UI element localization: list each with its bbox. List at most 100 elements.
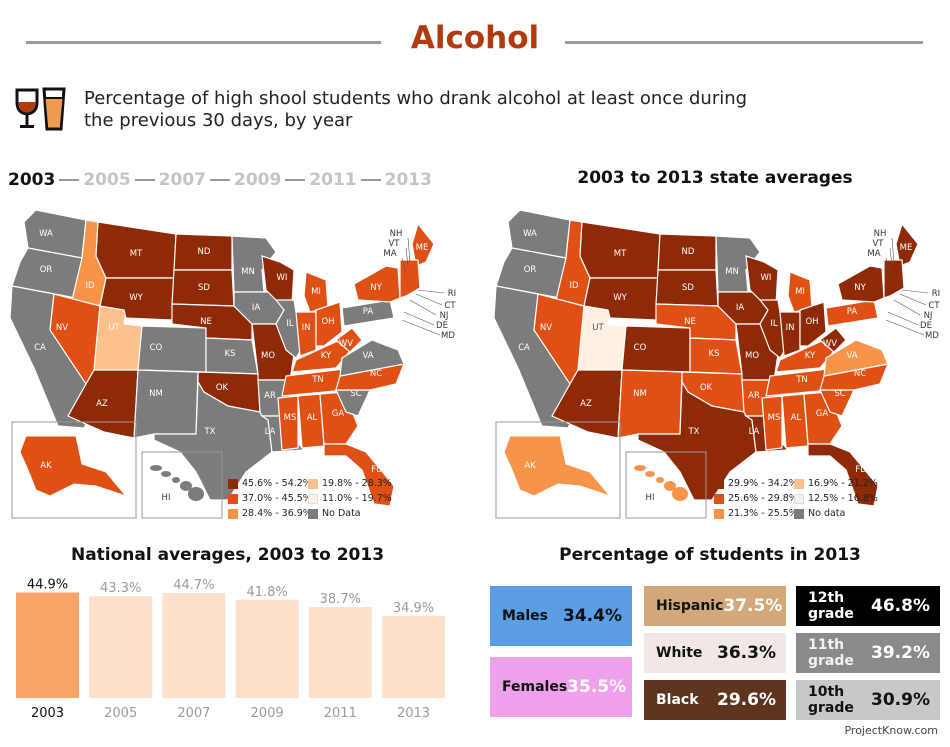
state-label-me: ME [900,243,913,253]
state-label-nv: NV [56,323,68,333]
legend-swatch [228,508,238,519]
callout-line [885,257,891,275]
state-label-ca: CA [518,343,530,353]
callout-line [401,319,441,336]
bar-2003 [16,592,79,698]
bar-value-label: 44.9% [27,577,68,592]
callout-line [899,293,927,306]
state-label-wi: WI [277,273,288,283]
year-tab-2003[interactable]: 2003 [8,170,56,190]
tile-hispanic: Hispanic 37.5% [644,586,786,626]
hawaii-inset [141,451,223,519]
legend-swatch [714,493,724,504]
state-hi [188,487,204,501]
tile-label: White [656,645,703,661]
callout-line [407,237,411,263]
state-label-ga: GA [332,409,345,419]
legend-swatch [794,493,804,504]
state-label-nj: NJ [924,311,933,321]
state-fl [323,443,395,507]
year-divider [209,179,230,181]
state-va [823,339,889,377]
state-label-wa: WA [39,229,53,239]
state-hi [645,471,655,477]
state-label-tn: TN [795,375,808,385]
legend-swatch [228,493,238,504]
state-label-az: AZ [96,399,108,409]
callout-line [405,247,409,267]
state-label-fl: FL [855,465,865,475]
tile-label: Black [656,692,699,708]
state-in [295,311,317,357]
state-label-ri: RI [932,289,940,299]
legend-item: 45.6% - 54.2% [228,478,312,489]
state-label-ky: KY [805,351,816,361]
legend-swatch [308,508,318,519]
legend-state-averages: 29.9% - 34.2% 25.6% - 29.8% 21.3% - 25.5… [714,478,940,522]
state-label-mi: MI [311,287,321,297]
tile-label: Females [502,679,568,695]
state-label-de: DE [920,321,932,331]
state-label-il: IL [286,319,294,329]
state-label-nh: NH [874,229,887,239]
tile-label: Hispanic [656,598,724,614]
tile-value: 39.2% [871,643,930,663]
state-label-ar: AR [264,391,276,401]
state-label-md: MD [441,331,455,341]
year-tab-2013[interactable]: 2013 [384,170,432,190]
state-hi [634,465,646,471]
state-label-sd: SD [198,283,210,293]
state-ne-block [399,259,421,299]
state-me [895,222,919,267]
legend-swatch [308,478,318,489]
state-label-mt: MT [130,249,143,259]
state-ms [277,395,299,451]
state-label-ms: MS [768,413,781,423]
title-rule-left [26,41,381,44]
state-label-sc: SC [834,389,845,399]
state-label-sd: SD [682,283,694,293]
bar-category-label: 2011 [324,706,357,721]
legend-item: 25.6% - 29.8% [714,493,798,504]
alcohol-glasses-icon [15,87,66,131]
state-hi [672,487,688,501]
state-label-wy: WY [613,293,627,303]
callout-line [885,319,925,336]
state-ak [19,435,128,498]
state-nm [617,369,683,439]
state-label-fl: FL [371,465,381,475]
state-label-wa: WA [523,229,537,239]
students-2013-heading: Percentage of students in 2013 [559,545,861,565]
tile-value: 35.5% [567,677,627,697]
callout-line [417,289,445,294]
state-label-oh: OH [805,317,818,327]
bar-value-label: 38.7% [320,592,361,607]
year-selector: 2003 2005 2007 2009 2011 2013 [8,168,432,192]
tile-label: 10th grade [808,684,854,716]
year-tab-2011[interactable]: 2011 [309,170,357,190]
subtitle-line-2: the previous 30 days, by year [84,110,353,131]
state-label-mt: MT [614,249,627,259]
state-label-ct: CT [928,301,940,311]
year-tab-2007[interactable]: 2007 [158,170,206,190]
bar-2007 [162,592,226,698]
alaska-inset [495,421,621,519]
national-averages-heading: National averages, 2003 to 2013 [70,545,385,565]
state-va [339,339,405,377]
state-label-ak: AK [524,461,536,471]
year-tab-2009[interactable]: 2009 [233,170,282,190]
state-label-or: OR [524,265,537,275]
callout-line [415,293,443,306]
hawaii-inset [625,451,707,519]
year-tab-2005[interactable]: 2005 [83,170,131,190]
state-label-ny: NY [370,283,382,293]
state-label-nd: ND [682,247,695,257]
callout-line [901,289,929,294]
state-label-vt: VT [388,239,400,249]
tile-males: Males 34.4% [490,586,632,646]
state-hi [172,477,180,483]
state-label-nv: NV [540,323,552,333]
title-row: Alcohol [0,18,950,62]
bar-category-label: 2005 [104,706,137,721]
bar-category-label: 2003 [31,706,64,721]
